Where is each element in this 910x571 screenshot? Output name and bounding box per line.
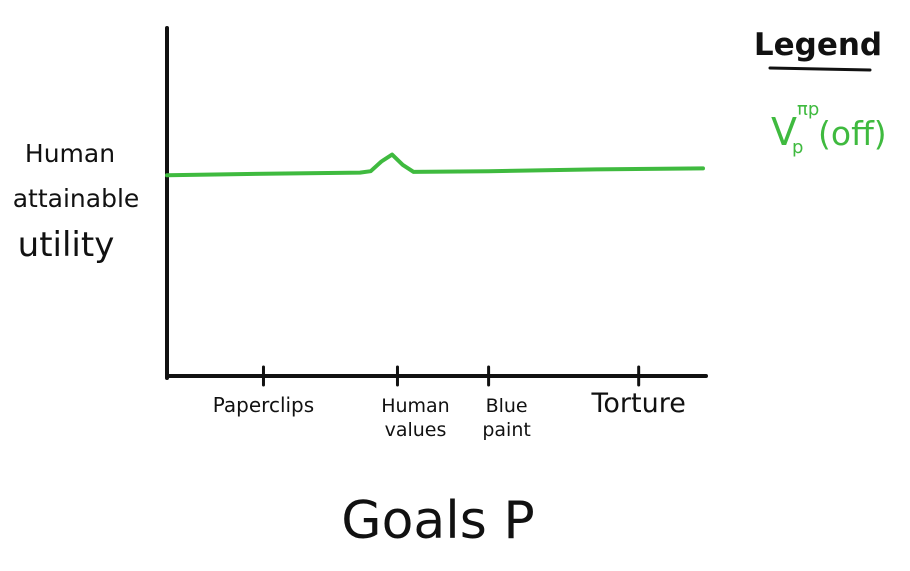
x-tick-label: Blue paint	[482, 395, 530, 441]
legend-title: Legend	[754, 27, 882, 63]
legend-series-base: V	[771, 110, 797, 154]
y-axis-label-line-1: Human	[25, 139, 115, 168]
legend-series-suffix: (off)	[818, 114, 887, 153]
series-line	[165, 152, 705, 178]
x-axis-title: Goals P	[341, 491, 534, 551]
y-axis-label-line-3: utility	[18, 225, 115, 265]
x-ticks: Paperclips Human values Blue paint Torture	[213, 365, 686, 441]
y-axis-label-line-2: attainable	[13, 184, 140, 213]
x-tick-label: Paperclips	[213, 393, 314, 417]
legend-title-underline	[768, 66, 872, 72]
x-tick-label: Torture	[591, 388, 686, 419]
legend: Legend V p πp (off)	[754, 27, 887, 158]
y-axis-label: Human attainable utility	[13, 139, 140, 265]
legend-series-subscript: p	[792, 137, 803, 158]
x-tick-label: Human values	[381, 395, 450, 441]
legend-series-superscript: πp	[797, 99, 819, 120]
